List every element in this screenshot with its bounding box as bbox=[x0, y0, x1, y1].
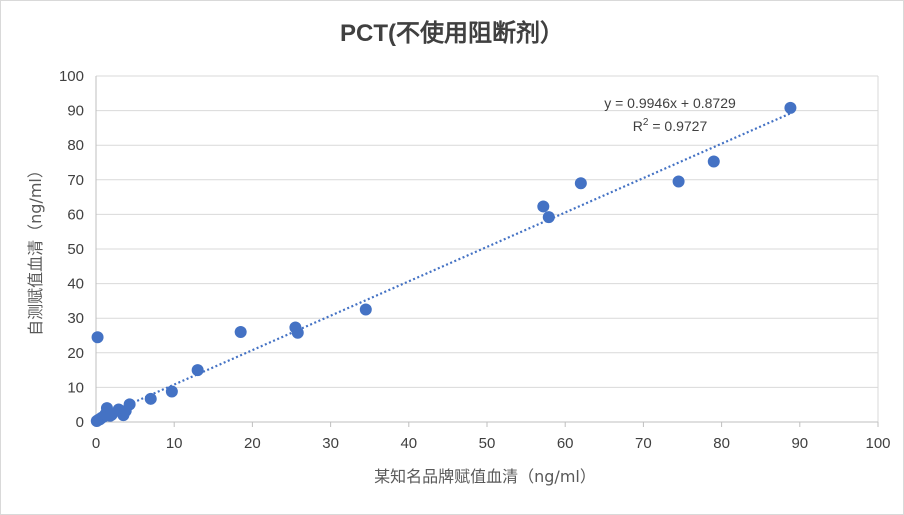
y-tick-label: 80 bbox=[67, 137, 84, 154]
data-point bbox=[537, 200, 550, 213]
y-tick-label: 0 bbox=[76, 414, 84, 431]
y-axis-label: 自测赋值血清（ng/ml） bbox=[26, 162, 45, 336]
y-tick-labels: 0 10 20 30 40 50 60 70 80 90 100 bbox=[59, 68, 84, 431]
data-point bbox=[672, 175, 685, 188]
y-tick-label: 90 bbox=[67, 103, 84, 120]
data-point bbox=[144, 392, 157, 405]
x-tick-label: 50 bbox=[479, 435, 496, 452]
x-tick-label: 90 bbox=[791, 435, 808, 452]
data-point bbox=[574, 177, 587, 190]
data-point bbox=[234, 326, 247, 339]
x-tick-label: 0 bbox=[92, 435, 100, 452]
trendline-group bbox=[95, 112, 791, 420]
data-point bbox=[123, 398, 136, 411]
data-point bbox=[784, 101, 797, 114]
x-tick-label: 40 bbox=[400, 435, 417, 452]
trendline bbox=[95, 112, 791, 420]
y-tick-label: 30 bbox=[67, 310, 84, 327]
data-point bbox=[191, 364, 204, 377]
r2-label: R bbox=[633, 118, 643, 134]
r2-value: = 0.9727 bbox=[648, 118, 707, 134]
y-tick-label: 20 bbox=[67, 345, 84, 362]
data-point bbox=[91, 331, 104, 344]
data-point bbox=[359, 303, 372, 316]
x-tick-label: 20 bbox=[244, 435, 261, 452]
data-point bbox=[542, 211, 555, 224]
x-tick-label: 30 bbox=[322, 435, 339, 452]
data-point bbox=[707, 155, 720, 168]
r2-superscript: 2 bbox=[643, 117, 649, 128]
x-tick-label: 100 bbox=[865, 435, 890, 452]
x-tick-label: 70 bbox=[635, 435, 652, 452]
x-tick-label: 60 bbox=[557, 435, 574, 452]
gridlines bbox=[96, 75, 879, 422]
data-point bbox=[291, 326, 304, 339]
data-point bbox=[165, 385, 178, 398]
x-tick-label: 80 bbox=[713, 435, 730, 452]
trendline-r2: R2 = 0.9727 bbox=[633, 117, 708, 134]
axes bbox=[95, 76, 879, 427]
trendline-equation: y = 0.9946x + 0.8729 bbox=[604, 95, 736, 111]
y-tick-label: 70 bbox=[67, 172, 84, 189]
y-tick-label: 100 bbox=[59, 68, 84, 85]
data-points bbox=[90, 101, 797, 427]
x-tick-label: 10 bbox=[166, 435, 183, 452]
x-axis-label: 某知名品牌赋值血清（ng/ml） bbox=[374, 467, 596, 486]
y-tick-label: 50 bbox=[67, 241, 84, 258]
y-tick-label: 40 bbox=[67, 276, 84, 293]
chart-title: PCT(不使用阻断剂） bbox=[340, 19, 564, 47]
x-tick-labels: 0 10 20 30 40 50 60 70 80 90 100 bbox=[92, 435, 891, 452]
y-tick-label: 10 bbox=[67, 379, 84, 396]
y-tick-label: 60 bbox=[67, 206, 84, 223]
